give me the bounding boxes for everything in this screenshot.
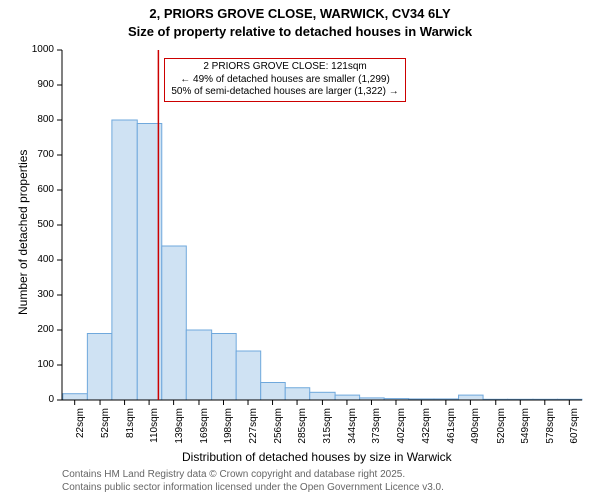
y-tick-label: 900 (37, 79, 54, 90)
histogram-bar (186, 330, 211, 400)
callout-line3: 50% of semi-detached houses are larger (… (171, 86, 398, 99)
attribution-line1: Contains HM Land Registry data © Crown c… (62, 468, 444, 481)
x-tick-label: 256sqm (273, 408, 284, 448)
x-tick-label: 139sqm (174, 408, 185, 448)
histogram-bar (335, 395, 360, 400)
x-tick-label: 549sqm (520, 408, 531, 448)
callout-line1: 2 PRIORS GROVE CLOSE: 121sqm (171, 61, 398, 74)
x-axis-label: Distribution of detached houses by size … (182, 450, 452, 464)
x-tick-label: 81sqm (125, 408, 136, 448)
x-tick-label: 461sqm (446, 408, 457, 448)
histogram-bar (459, 395, 484, 400)
x-tick-label: 169sqm (199, 408, 210, 448)
histogram-bar (261, 383, 286, 401)
histogram-bar (87, 334, 112, 401)
x-tick-label: 578sqm (545, 408, 556, 448)
x-tick-label: 110sqm (149, 408, 160, 448)
x-tick-label: 344sqm (347, 408, 358, 448)
x-tick-label: 285sqm (297, 408, 308, 448)
histogram-bar (236, 351, 261, 400)
x-tick-label: 520sqm (496, 408, 507, 448)
y-tick-label: 500 (37, 219, 54, 230)
attribution-line2: Contains public sector information licen… (62, 481, 444, 494)
histogram-bar (285, 388, 310, 400)
histogram-bar (112, 120, 137, 400)
y-tick-label: 400 (37, 254, 54, 265)
x-tick-label: 52sqm (100, 408, 111, 448)
y-tick-label: 0 (48, 394, 54, 405)
x-tick-label: 373sqm (371, 408, 382, 448)
x-tick-label: 227sqm (248, 408, 259, 448)
attribution-text: Contains HM Land Registry data © Crown c… (62, 468, 444, 494)
callout-box: 2 PRIORS GROVE CLOSE: 121sqm← 49% of det… (164, 58, 405, 102)
y-tick-label: 300 (37, 289, 54, 300)
y-tick-label: 100 (37, 359, 54, 370)
histogram-bar (212, 334, 237, 401)
y-tick-label: 1000 (32, 44, 54, 55)
y-axis-label: Number of detached properties (16, 150, 30, 315)
x-tick-label: 22sqm (75, 408, 86, 448)
x-tick-label: 315sqm (322, 408, 333, 448)
x-tick-label: 607sqm (569, 408, 580, 448)
histogram-bar (63, 394, 88, 400)
y-tick-label: 600 (37, 184, 54, 195)
histogram-bar (162, 246, 187, 400)
x-tick-label: 490sqm (470, 408, 481, 448)
y-tick-label: 800 (37, 114, 54, 125)
callout-line2: ← 49% of detached houses are smaller (1,… (171, 74, 398, 87)
x-tick-label: 402sqm (396, 408, 407, 448)
y-tick-label: 200 (37, 324, 54, 335)
x-tick-label: 432sqm (421, 408, 432, 448)
histogram-bar (310, 392, 335, 400)
y-tick-label: 700 (37, 149, 54, 160)
x-tick-label: 198sqm (223, 408, 234, 448)
